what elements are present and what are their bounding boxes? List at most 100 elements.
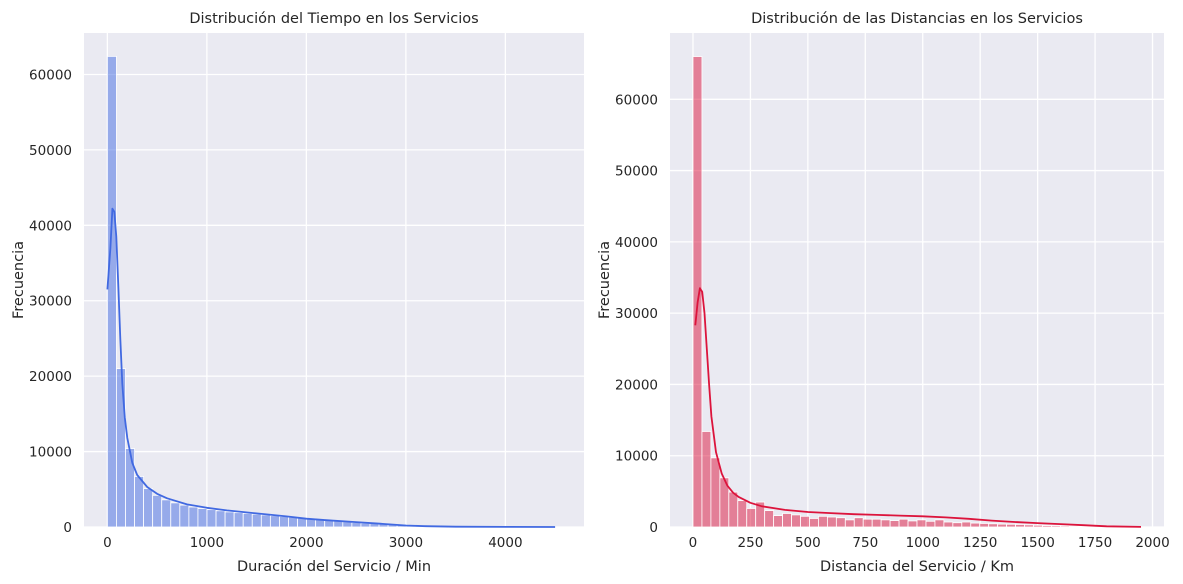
histogram-bar — [242, 513, 253, 528]
histogram-bar — [710, 457, 721, 528]
y-tick-label: 10000 — [615, 449, 658, 465]
x-tick-label: 1750 — [1078, 535, 1112, 551]
histogram-bar — [1068, 525, 1079, 528]
histogram-bar — [791, 514, 801, 528]
histogram-bar — [728, 491, 739, 528]
histogram-bar — [206, 509, 217, 528]
histogram-bar — [907, 520, 918, 528]
histogram-bar — [764, 510, 775, 528]
x-tick-label: 250 — [738, 535, 764, 551]
x-tick-label: 3000 — [389, 535, 423, 551]
histogram-bar — [197, 508, 208, 528]
histogram-bar — [279, 516, 289, 528]
histogram-bar — [997, 523, 1008, 528]
x-tick-label: 1000 — [190, 535, 224, 551]
histogram-bar — [970, 522, 981, 528]
histogram-bar — [782, 513, 792, 528]
histogram-bar — [979, 523, 990, 528]
y-tick-label: 20000 — [615, 377, 658, 393]
x-tick-label: 4000 — [488, 535, 522, 551]
histogram-bar — [925, 520, 936, 528]
histogram-bar — [737, 500, 748, 528]
chart-title: Distribución del Tiempo en los Servicios — [189, 11, 478, 27]
histogram-bar — [1033, 524, 1043, 528]
histogram-bar — [1077, 525, 1088, 528]
x-tick-label: 0 — [689, 535, 698, 551]
histogram-bar — [988, 523, 999, 528]
histogram-bar — [269, 515, 280, 528]
histogram-bar — [161, 499, 172, 528]
y-tick-label: 0 — [649, 520, 658, 536]
distance-histogram-panel: 0 250 500 750 1000 1250 1500 1750 20000100002000… — [597, 11, 1170, 575]
histogram-bar — [152, 494, 163, 528]
histogram-bar — [701, 431, 712, 528]
histogram-bar — [1042, 525, 1052, 528]
histogram-bar — [179, 504, 190, 528]
histogram-bar — [1059, 525, 1070, 528]
y-tick-label: 10000 — [29, 445, 72, 461]
histogram-bar — [773, 515, 783, 528]
histogram-bar — [1051, 525, 1061, 528]
y-tick-label: 60000 — [29, 67, 72, 83]
chart-title: Distribución de las Distancias en los Se… — [751, 11, 1083, 27]
y-tick-label: 40000 — [615, 235, 658, 251]
histogram-bar — [800, 515, 810, 528]
histogram-bar — [853, 517, 864, 528]
histogram-bar — [898, 518, 909, 528]
histogram-bar — [233, 512, 244, 528]
histogram-bar — [952, 522, 963, 528]
histogram-bar — [106, 55, 117, 528]
y-axis-label: Frecuencia — [597, 241, 613, 319]
plot-background — [670, 33, 1164, 527]
x-tick-label: 500 — [795, 535, 821, 551]
x-tick-label: 1000 — [906, 535, 940, 551]
x-tick-label: 1500 — [1020, 535, 1054, 551]
y-tick-label: 30000 — [615, 306, 658, 322]
y-tick-label: 50000 — [29, 143, 72, 159]
histogram-bar — [916, 519, 927, 528]
histogram-bar — [143, 488, 154, 528]
plot-background — [84, 33, 584, 527]
histogram-bar — [288, 516, 298, 528]
histogram-bar — [125, 448, 135, 528]
histogram-bar — [1024, 524, 1034, 528]
kde-line — [694, 287, 1142, 528]
histogram-bar — [871, 518, 882, 528]
histogram-bar — [251, 513, 262, 528]
histogram-bar — [943, 521, 954, 528]
y-tick-label: 30000 — [29, 294, 72, 310]
histogram-bar — [818, 515, 828, 528]
histogram-bar — [215, 510, 226, 528]
kde-line — [106, 207, 556, 528]
time-histogram-panel: 0 1000 2000 3000 400001000020000300004000050… — [11, 11, 584, 575]
histogram-bar — [224, 511, 235, 528]
histogram-bar — [961, 521, 972, 528]
histogram-bar — [844, 519, 855, 528]
x-axis-label: Distancia del Servicio / Km — [820, 559, 1014, 575]
x-tick-label: 750 — [852, 535, 878, 551]
histogram-bar — [134, 476, 145, 528]
histogram-bar — [809, 518, 819, 528]
histogram-bar — [170, 502, 181, 528]
histogram-bar — [746, 508, 757, 528]
histogram-bar — [1006, 523, 1016, 528]
histogram-bar — [835, 517, 846, 528]
histogram-bar — [1015, 524, 1025, 528]
x-axis-label: Duración del Servicio / Min — [237, 559, 431, 575]
histogram-bar — [692, 56, 703, 528]
x-tick-label: 0 — [103, 535, 112, 551]
x-tick-label: 2000 — [289, 535, 323, 551]
histogram-bar — [934, 519, 945, 528]
histogram-bar — [862, 518, 873, 528]
y-tick-label: 20000 — [29, 369, 72, 385]
x-tick-label: 1250 — [963, 535, 997, 551]
histogram-bar — [116, 368, 126, 528]
x-tick-label: 2000 — [1135, 535, 1169, 551]
histogram-bar — [889, 520, 900, 528]
y-axis-label: Frecuencia — [11, 241, 27, 319]
histogram-bar — [188, 506, 199, 528]
y-tick-label: 50000 — [615, 164, 658, 180]
y-tick-label: 0 — [63, 520, 72, 536]
y-tick-label: 60000 — [615, 92, 658, 108]
